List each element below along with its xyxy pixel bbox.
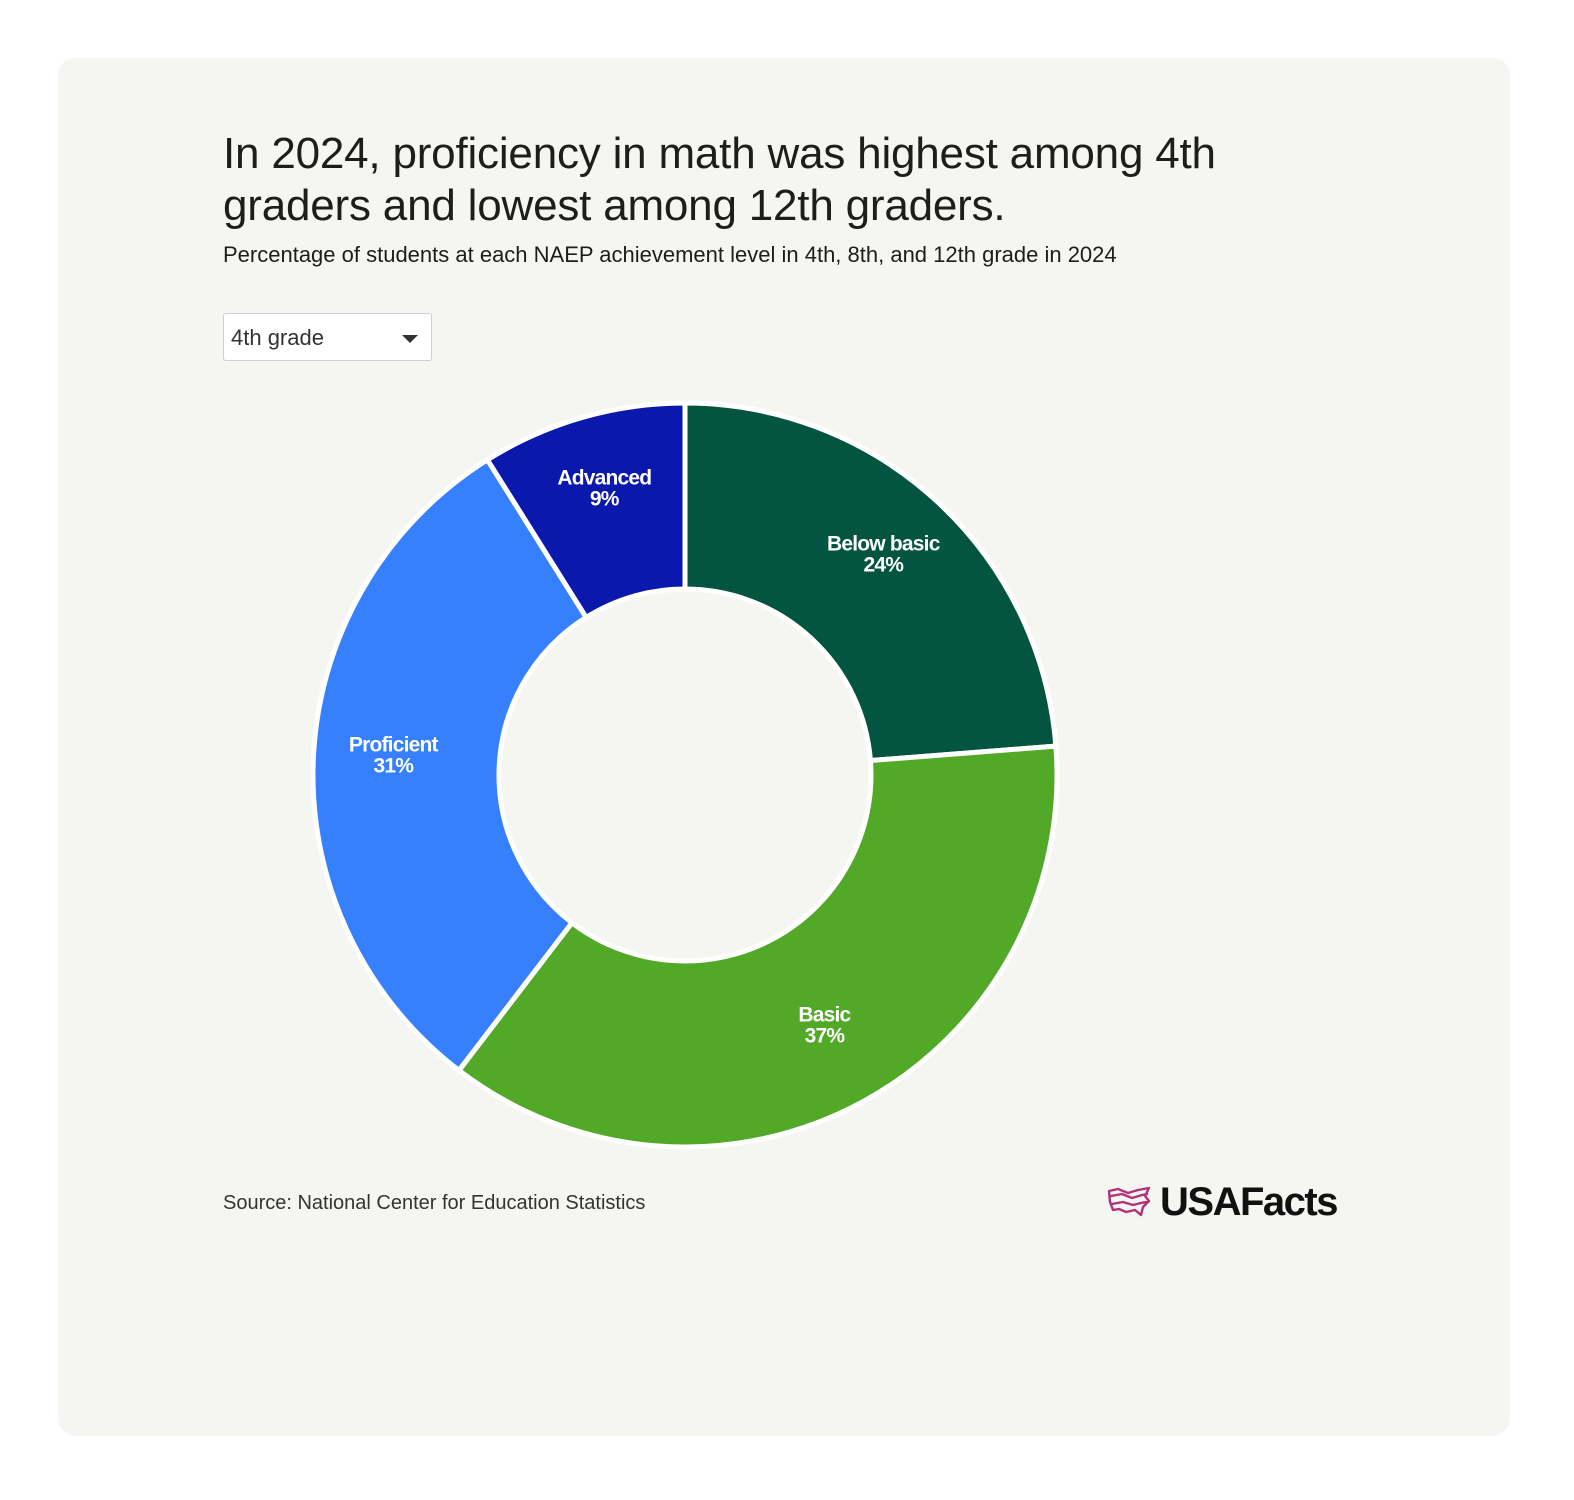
chart-card xyxy=(58,58,1510,1436)
slice-basic[interactable] xyxy=(455,743,1060,1150)
chart-subtitle: Percentage of students at each NAEP achi… xyxy=(223,242,1117,267)
grade-select-value: 4th grade xyxy=(231,325,324,350)
source-note: Source: National Center for Education St… xyxy=(223,1192,646,1214)
slice-advanced[interactable] xyxy=(483,400,688,621)
slice-proficient[interactable] xyxy=(310,456,590,1074)
caret-down-icon xyxy=(402,335,418,343)
chart-title: In 2024, proficiency in math was highest… xyxy=(223,129,1216,230)
brand-logo: USAFacts xyxy=(1106,1180,1338,1224)
usa-map-icon xyxy=(1107,1186,1151,1217)
slice-below-basic[interactable] xyxy=(682,400,1059,764)
grade-select[interactable]: 4th grade xyxy=(223,313,432,361)
brand-name: USAFacts xyxy=(1160,1180,1338,1224)
